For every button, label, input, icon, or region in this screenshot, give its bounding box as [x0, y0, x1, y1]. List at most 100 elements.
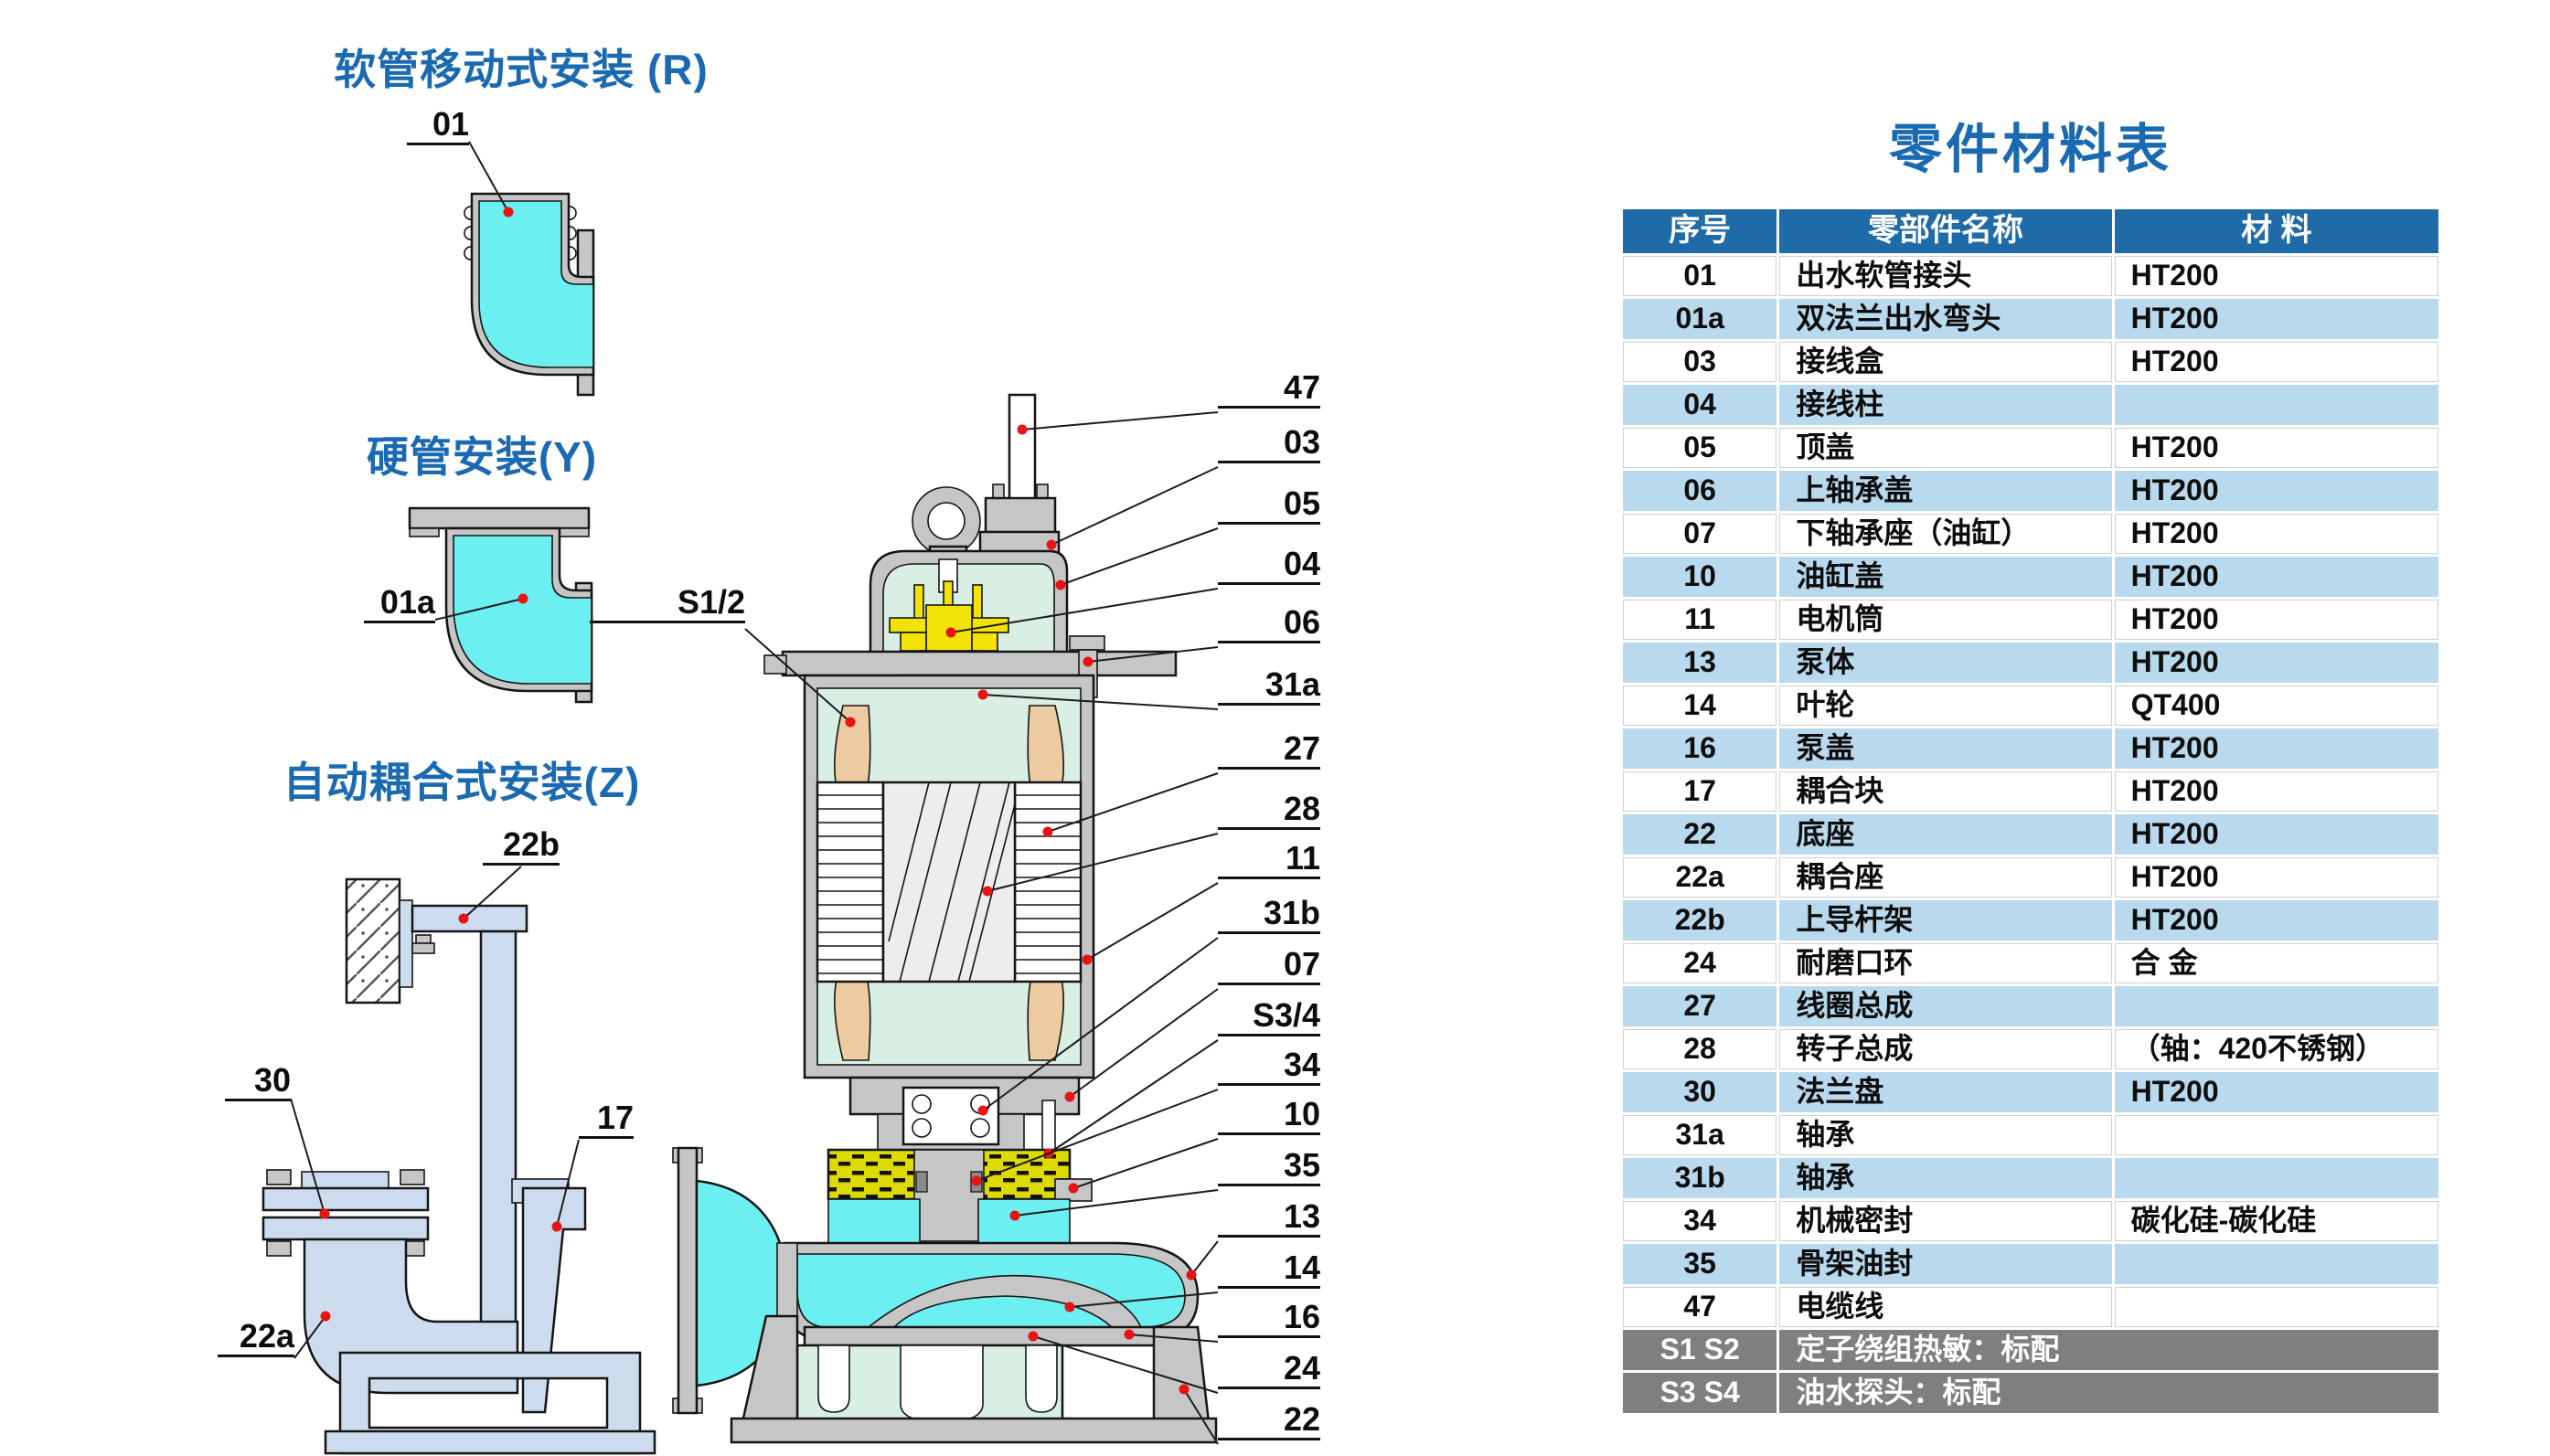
table-row-22a: 22a 耦合座 HT200	[1623, 857, 2438, 898]
cell-material: HT200	[2114, 256, 2438, 296]
callout-label-S34: S3/4	[1218, 999, 1320, 1036]
cell-name: 上导杆架	[1779, 900, 2112, 941]
table-row-31a: 31a 轴承	[1623, 1115, 2438, 1155]
callout-label-autocoupling-22b: 22b	[483, 828, 560, 866]
diagram-title-autocoupling-install: 自动耦合式安装(Z)	[283, 759, 641, 806]
flange-plate	[261, 1186, 430, 1212]
callout-label-28: 28	[1218, 792, 1320, 830]
cell-name: 上轴承盖	[1779, 471, 2112, 511]
table-row-05: 05 顶盖 HT200	[1623, 428, 2438, 468]
cell-no: 22b	[1623, 900, 1777, 941]
cell-no: 31b	[1623, 1158, 1777, 1198]
cell-no: 35	[1623, 1244, 1777, 1284]
hose-install-drawing	[464, 192, 595, 397]
callout-label-16: 16	[1218, 1301, 1320, 1338]
table-footer-row-S1S2: S1 S2 定子绕组热敏：标配	[1623, 1330, 2438, 1370]
callout-label-10: 10	[1218, 1098, 1320, 1135]
table-row-07: 07 下轴承座（油缸） HT200	[1623, 514, 2438, 554]
upper-guide-bracket	[411, 904, 528, 933]
table-footer-row-S3S4: S3 S4 油水探头：标配	[1623, 1373, 2438, 1413]
stator-winding	[816, 781, 885, 983]
cell-name: 轴承	[1779, 1158, 2112, 1198]
table-row-27: 27 线圈总成	[1623, 986, 2438, 1026]
callout-label-24: 24	[1218, 1352, 1320, 1389]
cell-name: 电缆线	[1779, 1287, 2112, 1327]
cell-no: 47	[1623, 1287, 1777, 1327]
cell-no: 28	[1623, 1029, 1777, 1069]
cell-name: 转子总成	[1779, 1029, 2112, 1069]
table-row-14: 14 叶轮 QT400	[1623, 685, 2438, 726]
table-row-22b: 22b 上导杆架 HT200	[1623, 900, 2438, 941]
seal-housing	[913, 1149, 985, 1242]
table-row-04: 04 接线柱	[1623, 385, 2438, 425]
cell-name: 法兰盘	[1779, 1072, 2112, 1112]
cell-no: 07	[1623, 514, 1777, 554]
callout-label-autocoupling-30: 30	[225, 1064, 291, 1101]
callout-label-13: 13	[1218, 1200, 1320, 1238]
cell-material: HT200	[2114, 1072, 2438, 1112]
table-row-01a: 01a 双法兰出水弯头 HT200	[1623, 299, 2438, 339]
callout-label-05: 05	[1218, 487, 1320, 525]
cell-name: 双法兰出水弯头	[1779, 299, 2112, 339]
callout-label-autocoupling-22a: 22a	[218, 1320, 294, 1357]
table-row-17: 17 耦合块 HT200	[1623, 771, 2438, 812]
cell-name: 轴承	[1779, 1115, 2112, 1155]
lower-bearing	[902, 1086, 1000, 1146]
autocoupling-install-drawing	[261, 877, 656, 1455]
table-row-11: 11 电机筒 HT200	[1623, 600, 2438, 640]
cell-name: 骨架油封	[1779, 1244, 2112, 1284]
cell-material: HT200	[2114, 428, 2438, 468]
bearing-cover-bolt	[1069, 635, 1105, 651]
cell-material: QT400	[2114, 685, 2438, 726]
cell-name: 油缸盖	[1779, 557, 2112, 597]
cell-name: 耐磨口环	[1779, 943, 2112, 983]
callout-label-hose-01: 01	[407, 108, 469, 145]
guide-rail	[479, 930, 517, 1390]
callout-label-31b: 31b	[1218, 897, 1320, 934]
cell-material	[2114, 1158, 2438, 1198]
col-header-name: 零部件名称	[1779, 209, 2112, 253]
cell-name: 底座	[1779, 814, 2112, 855]
cell-name: 泵盖	[1779, 728, 2112, 769]
cell-name: 顶盖	[1779, 428, 2112, 468]
col-header-no: 序号	[1623, 209, 1777, 253]
cell-name: 叶轮	[1779, 685, 2112, 726]
table-row-24: 24 耐磨口环合 金	[1623, 943, 2438, 983]
cell-no: 31a	[1623, 1115, 1777, 1155]
cell-material: HT200	[2114, 342, 2438, 382]
cell-material	[2114, 1244, 2438, 1284]
callout-label-14: 14	[1218, 1251, 1320, 1289]
cell-no: 14	[1623, 685, 1777, 726]
table-row-13: 13 泵体 HT200	[1623, 643, 2438, 683]
table-row-16: 16 泵盖 HT200	[1623, 728, 2438, 769]
cell-no: 30	[1623, 1072, 1777, 1112]
cell-no: 04	[1623, 385, 1777, 425]
cell-name: 泵体	[1779, 643, 2112, 683]
cell-material: HT200	[2114, 557, 2438, 597]
pump-cross-section	[672, 393, 1218, 1444]
cell-material: HT200	[2114, 900, 2438, 941]
base	[730, 1314, 1218, 1444]
table-row-10: 10 油缸盖 HT200	[1623, 557, 2438, 597]
cell-material: HT200	[2114, 771, 2438, 812]
diagram-title-hose-install: 软管移动式安装 (R)	[334, 46, 709, 93]
cell-material	[2114, 986, 2438, 1026]
cell-note: 定子绕组热敏：标配	[1779, 1330, 2438, 1370]
cell-no: 24	[1623, 943, 1777, 983]
cell-material	[2114, 385, 2438, 425]
callout-label-31a: 31a	[1218, 668, 1320, 706]
table-row-28: 28 转子总成 （轴：420不锈钢）	[1623, 1029, 2438, 1069]
cell-material	[2114, 1287, 2438, 1327]
cell-no: S1 S2	[1623, 1330, 1777, 1370]
cell-material: HT200	[2114, 643, 2438, 683]
cell-name: 出水软管接头	[1779, 256, 2112, 296]
cell-no: 16	[1623, 728, 1777, 769]
diagram-title-rigid-install: 硬管安装(Y)	[366, 433, 598, 481]
table-row-31b: 31b 轴承	[1623, 1158, 2438, 1198]
table-row-06: 06 上轴承盖 HT200	[1623, 471, 2438, 511]
callout-leader-lines	[290, 141, 1219, 1445]
cell-no: 27	[1623, 986, 1777, 1026]
callout-label-autocoupling-17: 17	[579, 1101, 634, 1139]
